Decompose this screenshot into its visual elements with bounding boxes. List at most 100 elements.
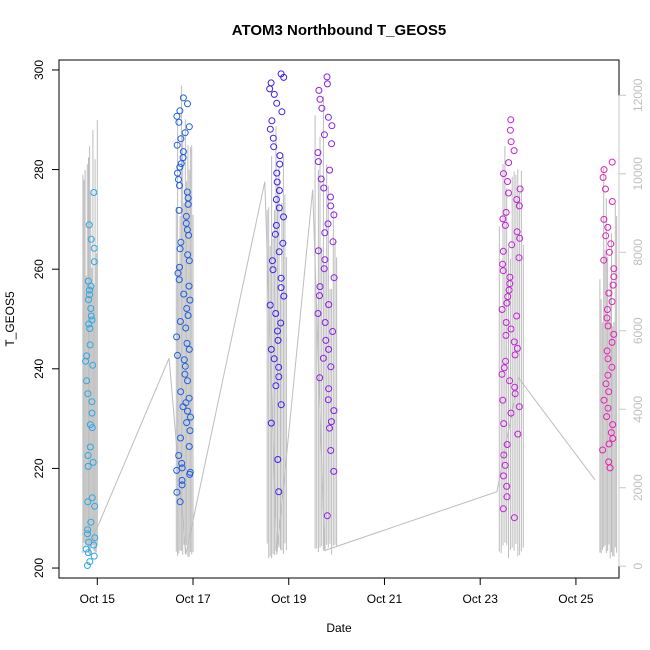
- data-point: [275, 248, 283, 256]
- data-point: [178, 481, 186, 489]
- y-tick-label-right: 6000: [631, 317, 645, 344]
- data-point: [515, 254, 523, 262]
- data-point: [272, 382, 280, 390]
- data-point: [173, 141, 181, 149]
- data-point: [177, 434, 184, 442]
- data-point: [610, 273, 618, 281]
- data-point: [86, 558, 94, 566]
- data-point: [610, 330, 618, 338]
- data-point: [90, 189, 98, 196]
- data-point: [266, 85, 274, 93]
- data-point: [513, 196, 521, 203]
- data-point: [599, 174, 607, 181]
- data-point: [181, 370, 189, 378]
- data-point: [182, 219, 190, 227]
- data-point: [324, 113, 332, 121]
- data-point: [327, 447, 335, 454]
- data-point: [330, 407, 338, 415]
- data-point: [327, 202, 335, 210]
- data-point: [323, 73, 331, 81]
- data-point: [604, 404, 612, 412]
- data-point: [320, 184, 328, 192]
- data-point: [272, 196, 280, 203]
- data-point: [85, 296, 93, 304]
- data-point: [184, 100, 191, 108]
- data-point: [270, 90, 278, 98]
- y-tick-label-left: 240: [32, 358, 46, 378]
- data-point: [186, 296, 194, 304]
- data-point: [87, 235, 95, 243]
- data-point: [175, 206, 183, 214]
- data-point: [274, 327, 281, 335]
- data-point: [183, 188, 191, 196]
- data-point: [320, 131, 328, 139]
- data-point: [314, 158, 322, 166]
- data-point: [270, 143, 278, 151]
- data-point: [316, 292, 323, 300]
- y-tick-label-right: 10000: [631, 157, 645, 191]
- data-point: [502, 331, 510, 339]
- data-point: [605, 458, 613, 466]
- data-point: [504, 293, 512, 301]
- data-point: [277, 70, 285, 78]
- data-point: [510, 147, 518, 155]
- data-point: [88, 409, 96, 417]
- data-points: [82, 70, 618, 569]
- data-point: [82, 545, 90, 553]
- data-point: [503, 441, 511, 448]
- data-point: [85, 538, 93, 546]
- data-point: [268, 257, 276, 265]
- data-point: [275, 488, 283, 496]
- data-point: [86, 341, 94, 349]
- data-point: [319, 354, 327, 362]
- data-point: [87, 312, 95, 320]
- data-point: [185, 123, 193, 131]
- data-point: [184, 407, 191, 415]
- data-point: [182, 212, 190, 220]
- y-tick-label-left: 200: [32, 558, 46, 578]
- data-point: [604, 371, 612, 379]
- data-point: [502, 208, 510, 216]
- data-point: [314, 247, 322, 255]
- data-point: [506, 126, 514, 134]
- data-point: [503, 493, 511, 501]
- data-point: [510, 514, 518, 522]
- data-point: [89, 361, 97, 369]
- data-point: [511, 351, 519, 359]
- data-point: [511, 383, 519, 391]
- data-point: [323, 512, 331, 520]
- data-point: [605, 388, 613, 396]
- data-point: [84, 462, 92, 470]
- x-tick-label: Oct 23: [463, 592, 499, 606]
- x-tick-label: Oct 15: [80, 592, 116, 606]
- data-point: [273, 169, 281, 177]
- data-point: [87, 518, 95, 526]
- data-point: [174, 351, 181, 359]
- data-point: [507, 116, 515, 124]
- data-point: [608, 198, 616, 205]
- data-point: [500, 364, 508, 372]
- data-point: [607, 240, 615, 248]
- data-point: [608, 363, 616, 371]
- data-point: [327, 193, 334, 201]
- data-point: [176, 163, 184, 171]
- data-point: [501, 221, 509, 229]
- data-point: [84, 498, 92, 506]
- data-point: [516, 185, 524, 193]
- data-point: [266, 125, 274, 133]
- data-point: [269, 266, 277, 274]
- x-axis-label: Date: [326, 621, 352, 635]
- data-point: [87, 305, 95, 312]
- y-tick-label-right: 0: [631, 563, 645, 570]
- y-tick-label-right: 4000: [631, 396, 645, 423]
- data-point: [175, 176, 182, 183]
- data-point: [280, 292, 288, 300]
- data-point: [173, 466, 181, 474]
- data-point: [186, 427, 194, 435]
- data-point: [181, 362, 189, 370]
- data-point: [500, 170, 507, 178]
- data-point: [180, 356, 188, 364]
- data-point: [322, 336, 330, 344]
- data-point: [315, 86, 323, 94]
